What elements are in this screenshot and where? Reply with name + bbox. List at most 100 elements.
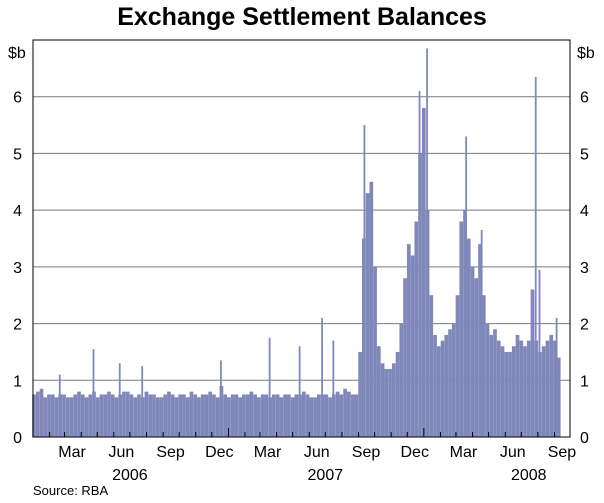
bar [122,391,126,437]
y-tick-label-right: 4 [580,203,589,220]
x-year-label: 2007 [308,467,344,484]
bar [290,397,295,437]
bar [208,391,213,437]
bar [354,394,359,437]
bar [369,181,374,437]
bar [433,334,437,437]
y-tick-label-left: 0 [13,430,22,447]
y-axis-right: 0 1 2 3 4 5 6 [580,90,589,447]
gridlines [33,96,570,381]
bar [541,346,546,437]
bar [376,346,381,437]
bar [155,397,160,437]
bar [500,346,505,437]
y-unit-left: $b [8,45,26,62]
bar [279,397,284,437]
x-month-label: Jun [500,444,526,461]
bar [504,351,509,437]
bar [249,391,254,437]
bar [549,334,554,437]
bar [530,289,535,437]
bar [197,397,201,437]
bar [257,397,261,437]
y-tick-label-left: 6 [13,90,22,107]
spike-bar [141,366,144,437]
bar [421,108,426,438]
bar [204,394,209,437]
y-axis-left: 0 1 2 3 4 5 6 [13,90,22,447]
bar [305,394,310,437]
bar [223,394,228,437]
x-year-label: 2008 [511,467,547,484]
spike-bar [426,48,428,437]
bar [508,351,512,437]
bar [380,363,385,437]
bar [272,394,276,437]
bar [39,388,44,437]
bar [406,244,411,437]
bar [399,323,404,437]
bar [200,394,205,437]
spike-series [58,48,558,438]
plot-frame [32,39,571,438]
bar [163,394,168,437]
bar [470,266,475,437]
bar [107,391,111,437]
bar [414,221,419,437]
bar [324,394,329,437]
bar [212,394,216,437]
bar [185,397,190,437]
bar [170,394,175,437]
x-year-label: 2006 [112,467,148,484]
bar [440,340,445,437]
bar [174,397,179,437]
bar [144,391,149,437]
bar [436,346,441,437]
bar [137,394,141,437]
bar [478,244,482,437]
x-month-label: Sep [156,444,185,461]
bar [526,340,531,437]
bar [84,397,89,437]
y-tick-label-right: 5 [580,146,589,163]
x-month-label: Mar [450,444,478,461]
bar [515,334,520,437]
bar [466,238,471,437]
bar [493,329,497,437]
bar [455,295,460,437]
bar [309,397,314,437]
spike-bar [332,340,335,437]
spike-bar [538,269,541,437]
bar [287,394,291,437]
spike-bar [418,91,421,438]
bar [260,394,265,437]
chart-title: Exchange Settlement Balances [117,3,487,31]
spike-bar [92,349,95,437]
bar [463,210,467,437]
x-month-label: Mar [58,444,86,461]
bar [451,323,456,437]
spike-bar [480,229,483,437]
bar [167,391,171,437]
bar [103,394,108,437]
bar [178,394,183,437]
bar [302,391,306,437]
bar [227,397,231,437]
bar [429,295,434,437]
x-axis: Mar Jun Sep Dec Mar Jun Sep Dec Mar Jun Sep 2006 200… [32,428,576,484]
bar [328,397,332,437]
bar [410,255,415,437]
spike-bar [220,360,222,437]
bar [358,351,362,437]
bar [403,278,407,437]
bar [459,221,464,437]
bar [294,394,299,437]
bar [238,397,243,437]
bar [54,397,59,437]
spike-bar [465,136,468,437]
y-tick-label-right: 0 [580,430,589,447]
bar [32,394,36,437]
bar [474,278,479,437]
bar [182,394,186,437]
bar [193,394,198,437]
